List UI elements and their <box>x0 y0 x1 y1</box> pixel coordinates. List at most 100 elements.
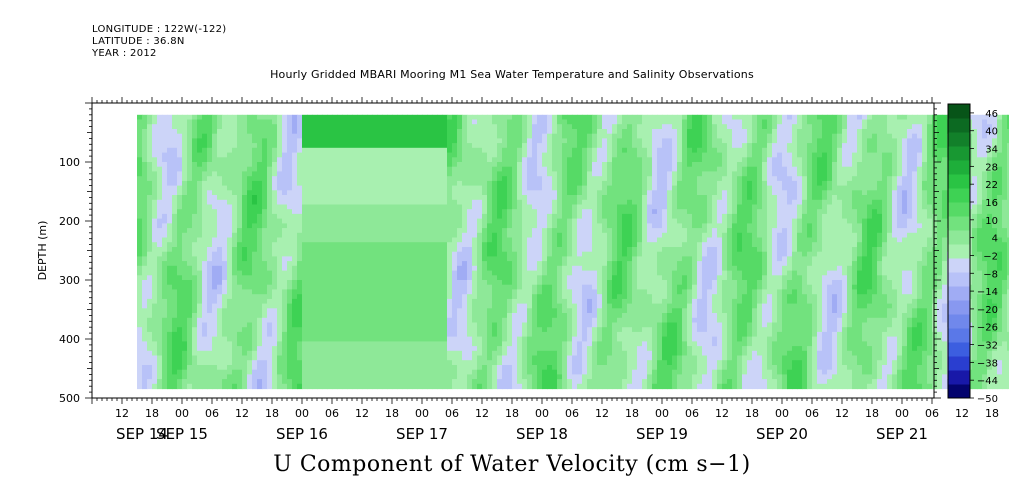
heatmap-cell <box>322 383 328 390</box>
heatmap-cell <box>547 280 553 286</box>
heatmap-cell <box>217 265 223 272</box>
heatmap-cell <box>452 157 458 163</box>
heatmap-cell <box>392 327 398 333</box>
heatmap-cell <box>167 204 173 210</box>
heatmap-cell <box>137 251 143 258</box>
heatmap-cell <box>277 331 283 338</box>
heatmap-cell <box>457 360 463 366</box>
heatmap-cell <box>507 317 513 324</box>
heatmap-cell <box>362 379 368 385</box>
heatmap-cell <box>487 379 493 385</box>
heatmap-cell <box>447 256 453 262</box>
heatmap-cell <box>137 152 143 158</box>
heatmap-cell <box>412 247 418 253</box>
heatmap-cell <box>492 294 498 300</box>
heatmap-cell <box>232 313 238 319</box>
heatmap-cell <box>312 228 318 234</box>
heatmap-cell <box>192 228 198 234</box>
heatmap-cell <box>527 383 533 390</box>
heatmap-cell <box>412 313 418 319</box>
heatmap-cell <box>252 383 258 390</box>
heatmap-cell <box>372 152 378 158</box>
heatmap-cell <box>212 336 218 342</box>
heatmap-cell <box>437 303 443 309</box>
heatmap-cell <box>492 256 498 262</box>
heatmap-cell <box>137 294 143 300</box>
heatmap-cell <box>272 355 278 361</box>
heatmap-cell <box>247 176 253 182</box>
heatmap-cell <box>287 133 293 140</box>
heatmap-cell <box>387 180 393 187</box>
heatmap-cell <box>422 369 428 376</box>
heatmap-cell <box>142 152 148 158</box>
heatmap-cell <box>527 232 533 239</box>
heatmap-cell <box>302 327 308 333</box>
heatmap-cell <box>537 147 543 154</box>
heatmap-cell <box>372 360 378 366</box>
heatmap-cell <box>337 289 343 295</box>
heatmap-cell <box>272 237 278 243</box>
heatmap-cell <box>467 129 473 135</box>
heatmap-cell <box>377 247 383 253</box>
heatmap-cell <box>327 298 333 305</box>
heatmap-cell <box>352 360 358 366</box>
heatmap-cell <box>352 185 358 191</box>
heatmap-cell <box>147 270 153 276</box>
heatmap-cell <box>382 280 388 286</box>
heatmap-cell <box>522 346 528 352</box>
heatmap-cell <box>147 251 153 258</box>
heatmap-cell <box>147 176 153 182</box>
heatmap-cell <box>437 176 443 182</box>
heatmap-cell <box>532 346 538 352</box>
heatmap-cell <box>297 147 303 154</box>
heatmap-cell <box>507 331 513 338</box>
heatmap-cell <box>287 114 293 121</box>
heatmap-cell <box>332 303 338 309</box>
heatmap-cell <box>152 166 158 173</box>
heatmap-cell <box>307 213 313 220</box>
heatmap-cell <box>322 317 328 324</box>
heatmap-cell <box>487 228 493 234</box>
heatmap-cell <box>517 195 523 201</box>
heatmap-cell <box>387 138 393 144</box>
heatmap-cell <box>382 308 388 314</box>
heatmap-cell <box>442 256 448 262</box>
heatmap-cell <box>277 171 283 177</box>
heatmap-cell <box>247 331 253 338</box>
heatmap-cell <box>137 242 143 248</box>
heatmap-cell <box>157 294 163 300</box>
heatmap-cell <box>332 171 338 177</box>
heatmap-cell <box>407 360 413 366</box>
heatmap-cell <box>397 379 403 385</box>
heatmap-cell <box>422 341 428 347</box>
heatmap-cell <box>532 147 538 154</box>
heatmap-cell <box>347 213 353 220</box>
heatmap-cell <box>437 213 443 220</box>
heatmap-cell <box>282 138 288 144</box>
heatmap-cell <box>517 213 523 220</box>
heatmap-cell <box>277 256 283 262</box>
heatmap-cell <box>342 209 348 215</box>
heatmap-cell <box>502 284 508 291</box>
heatmap-cell <box>332 289 338 295</box>
heatmap-cell <box>507 289 513 295</box>
heatmap-cell <box>367 166 373 173</box>
heatmap-cell <box>242 247 248 253</box>
heatmap-cell <box>377 341 383 347</box>
heatmap-cell <box>467 138 473 144</box>
heatmap-cell <box>552 180 558 187</box>
heatmap-cell <box>532 322 538 328</box>
heatmap-cell <box>407 322 413 328</box>
heatmap-cell <box>547 322 553 328</box>
heatmap-cell <box>292 133 298 140</box>
heatmap-cell <box>162 265 168 272</box>
heatmap-cell <box>187 114 193 121</box>
heatmap-cell <box>157 270 163 276</box>
heatmap-cell <box>357 152 363 158</box>
heatmap-cell <box>552 327 558 333</box>
heatmap-cell <box>197 379 203 385</box>
heatmap-cell <box>462 284 468 291</box>
heatmap-cell <box>282 379 288 385</box>
heatmap-cell <box>402 176 408 182</box>
heatmap-cell <box>557 317 563 324</box>
